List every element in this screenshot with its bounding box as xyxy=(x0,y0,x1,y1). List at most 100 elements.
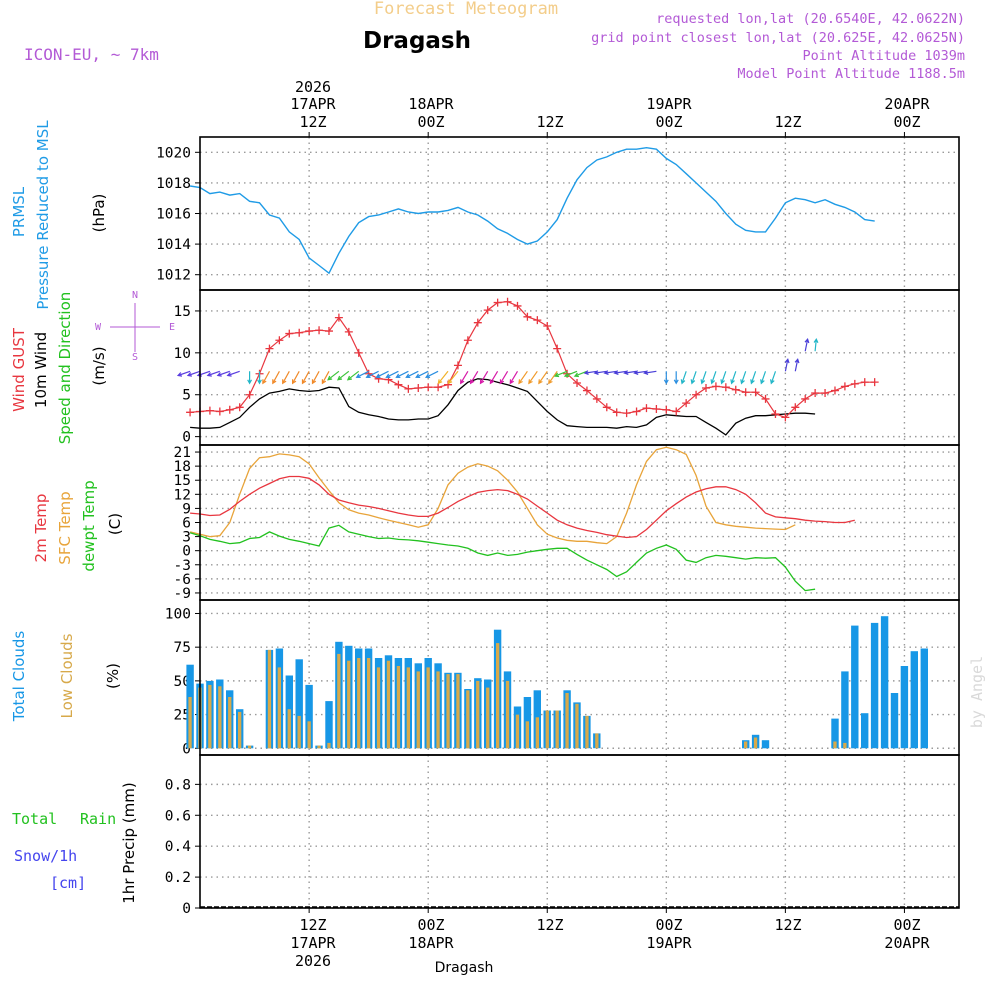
low-cloud-bar xyxy=(396,666,401,749)
wind-direction-arrow xyxy=(603,370,617,375)
precip-rain-label: Rain xyxy=(80,810,116,828)
wind-direction-arrow xyxy=(528,370,538,385)
wind-gust-marker xyxy=(533,316,542,325)
top-time-label-date: 20APR xyxy=(884,95,930,113)
low-cloud-bar xyxy=(386,660,391,749)
top-time-label-date: 19APR xyxy=(646,95,692,113)
wind-gust-marker xyxy=(850,379,859,388)
wind-gust-marker xyxy=(771,410,780,418)
top-time-label-hour: 12Z xyxy=(774,113,801,131)
top-time-label-hour: 12Z xyxy=(299,113,326,131)
header-title: Forecast Meteogram xyxy=(374,0,558,19)
y-tick-label: 12 xyxy=(174,487,191,503)
wind-direction-arrow xyxy=(680,371,687,385)
temperature-panel-labels: 2m Temp SFC Temp dewpt Temp (C) xyxy=(32,480,124,571)
y-tick-label: 1012 xyxy=(156,268,191,284)
wind-direction-arrow xyxy=(479,370,489,385)
wind-direction-arrow xyxy=(469,370,479,385)
clouds-low-label: Low Clouds xyxy=(58,633,76,718)
wind-direction-arrow xyxy=(740,371,747,385)
wind-gust-marker xyxy=(692,390,701,399)
pressure-line xyxy=(189,146,875,275)
wind-gust-marker xyxy=(791,403,800,412)
low-cloud-bar xyxy=(297,715,301,749)
wind-direction-arrow xyxy=(282,371,290,385)
wind-gust-marker xyxy=(473,318,482,327)
y-tick-label: 6 xyxy=(182,516,191,532)
wind-direction-arrow xyxy=(447,370,459,385)
wind-direction-arrow xyxy=(499,370,509,385)
wind-gust-marker xyxy=(573,379,582,387)
wind-direction-arrow xyxy=(690,371,697,385)
low-cloud-bar xyxy=(208,684,212,749)
wind-gust-marker xyxy=(711,382,720,391)
footer-location: Dragash xyxy=(435,960,494,976)
bottom-time-label-year: 2026 xyxy=(295,952,331,970)
low-cloud-bar xyxy=(466,690,470,749)
low-cloud-bar xyxy=(505,680,510,749)
bottom-time-label-date: 20APR xyxy=(884,934,930,952)
y-tick-label: 18 xyxy=(174,459,191,475)
y-tick-label: 0 xyxy=(182,901,191,917)
low-cloud-bar xyxy=(525,721,529,749)
y-tick-label: 0 xyxy=(182,430,191,446)
y-tick-label: 100 xyxy=(165,606,191,622)
wind-direction-arrow xyxy=(365,370,379,378)
wind-gust-marker xyxy=(622,409,631,418)
compass-e: E xyxy=(169,322,175,333)
wind-direction-arrow xyxy=(415,370,429,378)
y-tick-label: -6 xyxy=(174,572,191,588)
wind-unit: (m/s) xyxy=(90,346,108,385)
total-cloud-bar xyxy=(841,671,849,749)
wind-direction-arrow xyxy=(257,371,262,385)
bottom-time-label-hour: 00Z xyxy=(417,916,444,934)
wind-direction-arrow xyxy=(794,358,800,372)
low-cloud-bar xyxy=(267,649,272,749)
top-time-label-date: 17APR xyxy=(290,95,336,113)
wind-direction-arrow xyxy=(206,370,220,377)
wind-direction-arrow xyxy=(784,358,790,372)
low-cloud-bar xyxy=(376,667,381,749)
wind-gust-marker xyxy=(275,336,284,345)
temp-sfc-line xyxy=(189,446,796,545)
bottom-time-label-hour: 00Z xyxy=(655,916,682,934)
wind-gust-marker xyxy=(295,328,304,337)
wind-gust-marker xyxy=(632,407,641,416)
wind-gust-marker xyxy=(702,384,710,393)
wind-gust-marker xyxy=(324,327,333,336)
wind-gust-marker xyxy=(404,384,413,393)
wind-gust-line xyxy=(190,301,875,419)
total-cloud-bar xyxy=(890,693,899,749)
wind-direction-arrow xyxy=(489,370,499,385)
low-cloud-bar xyxy=(238,711,242,749)
wind-direction-arrow xyxy=(563,370,578,378)
wind-gust-marker xyxy=(781,413,790,422)
bottom-time-label-hour: 00Z xyxy=(893,916,920,934)
low-cloud-bar xyxy=(833,741,837,749)
top-time-label-hour: 00Z xyxy=(417,113,444,131)
low-cloud-bar xyxy=(188,697,192,749)
wind-gust-marker xyxy=(860,378,869,387)
wind-direction-arrow xyxy=(186,370,201,377)
low-cloud-bar xyxy=(585,715,589,749)
panel-frame xyxy=(199,754,960,909)
low-cloud-bar xyxy=(337,653,341,749)
total-cloud-bar xyxy=(870,622,879,749)
y-tick-label: 0 xyxy=(182,741,191,757)
gridpoint-coords: grid point closest lon,lat (20.625E, 42.… xyxy=(591,30,965,46)
total-cloud-bar xyxy=(295,659,303,749)
wind-direction-arrow xyxy=(518,370,528,385)
clouds-unit: (%) xyxy=(104,663,122,689)
wind-direction-arrow xyxy=(663,371,669,385)
total-cloud-bar xyxy=(900,666,909,749)
wind-gust-marker xyxy=(394,380,403,389)
y-tick-label: 21 xyxy=(174,445,191,461)
total-cloud-bar xyxy=(831,718,839,749)
bottom-time-axis: 12Z 17APR 2026 00Z 18APR 12Z 00Z 19APR 1… xyxy=(290,916,930,970)
wind-direction-arrow xyxy=(730,371,737,385)
wind-gust-marker xyxy=(652,404,661,413)
y-tick-label: 0.8 xyxy=(165,777,191,793)
wind-gust-marker xyxy=(553,344,562,353)
total-cloud-bar xyxy=(861,713,869,749)
low-cloud-bar xyxy=(515,714,520,749)
